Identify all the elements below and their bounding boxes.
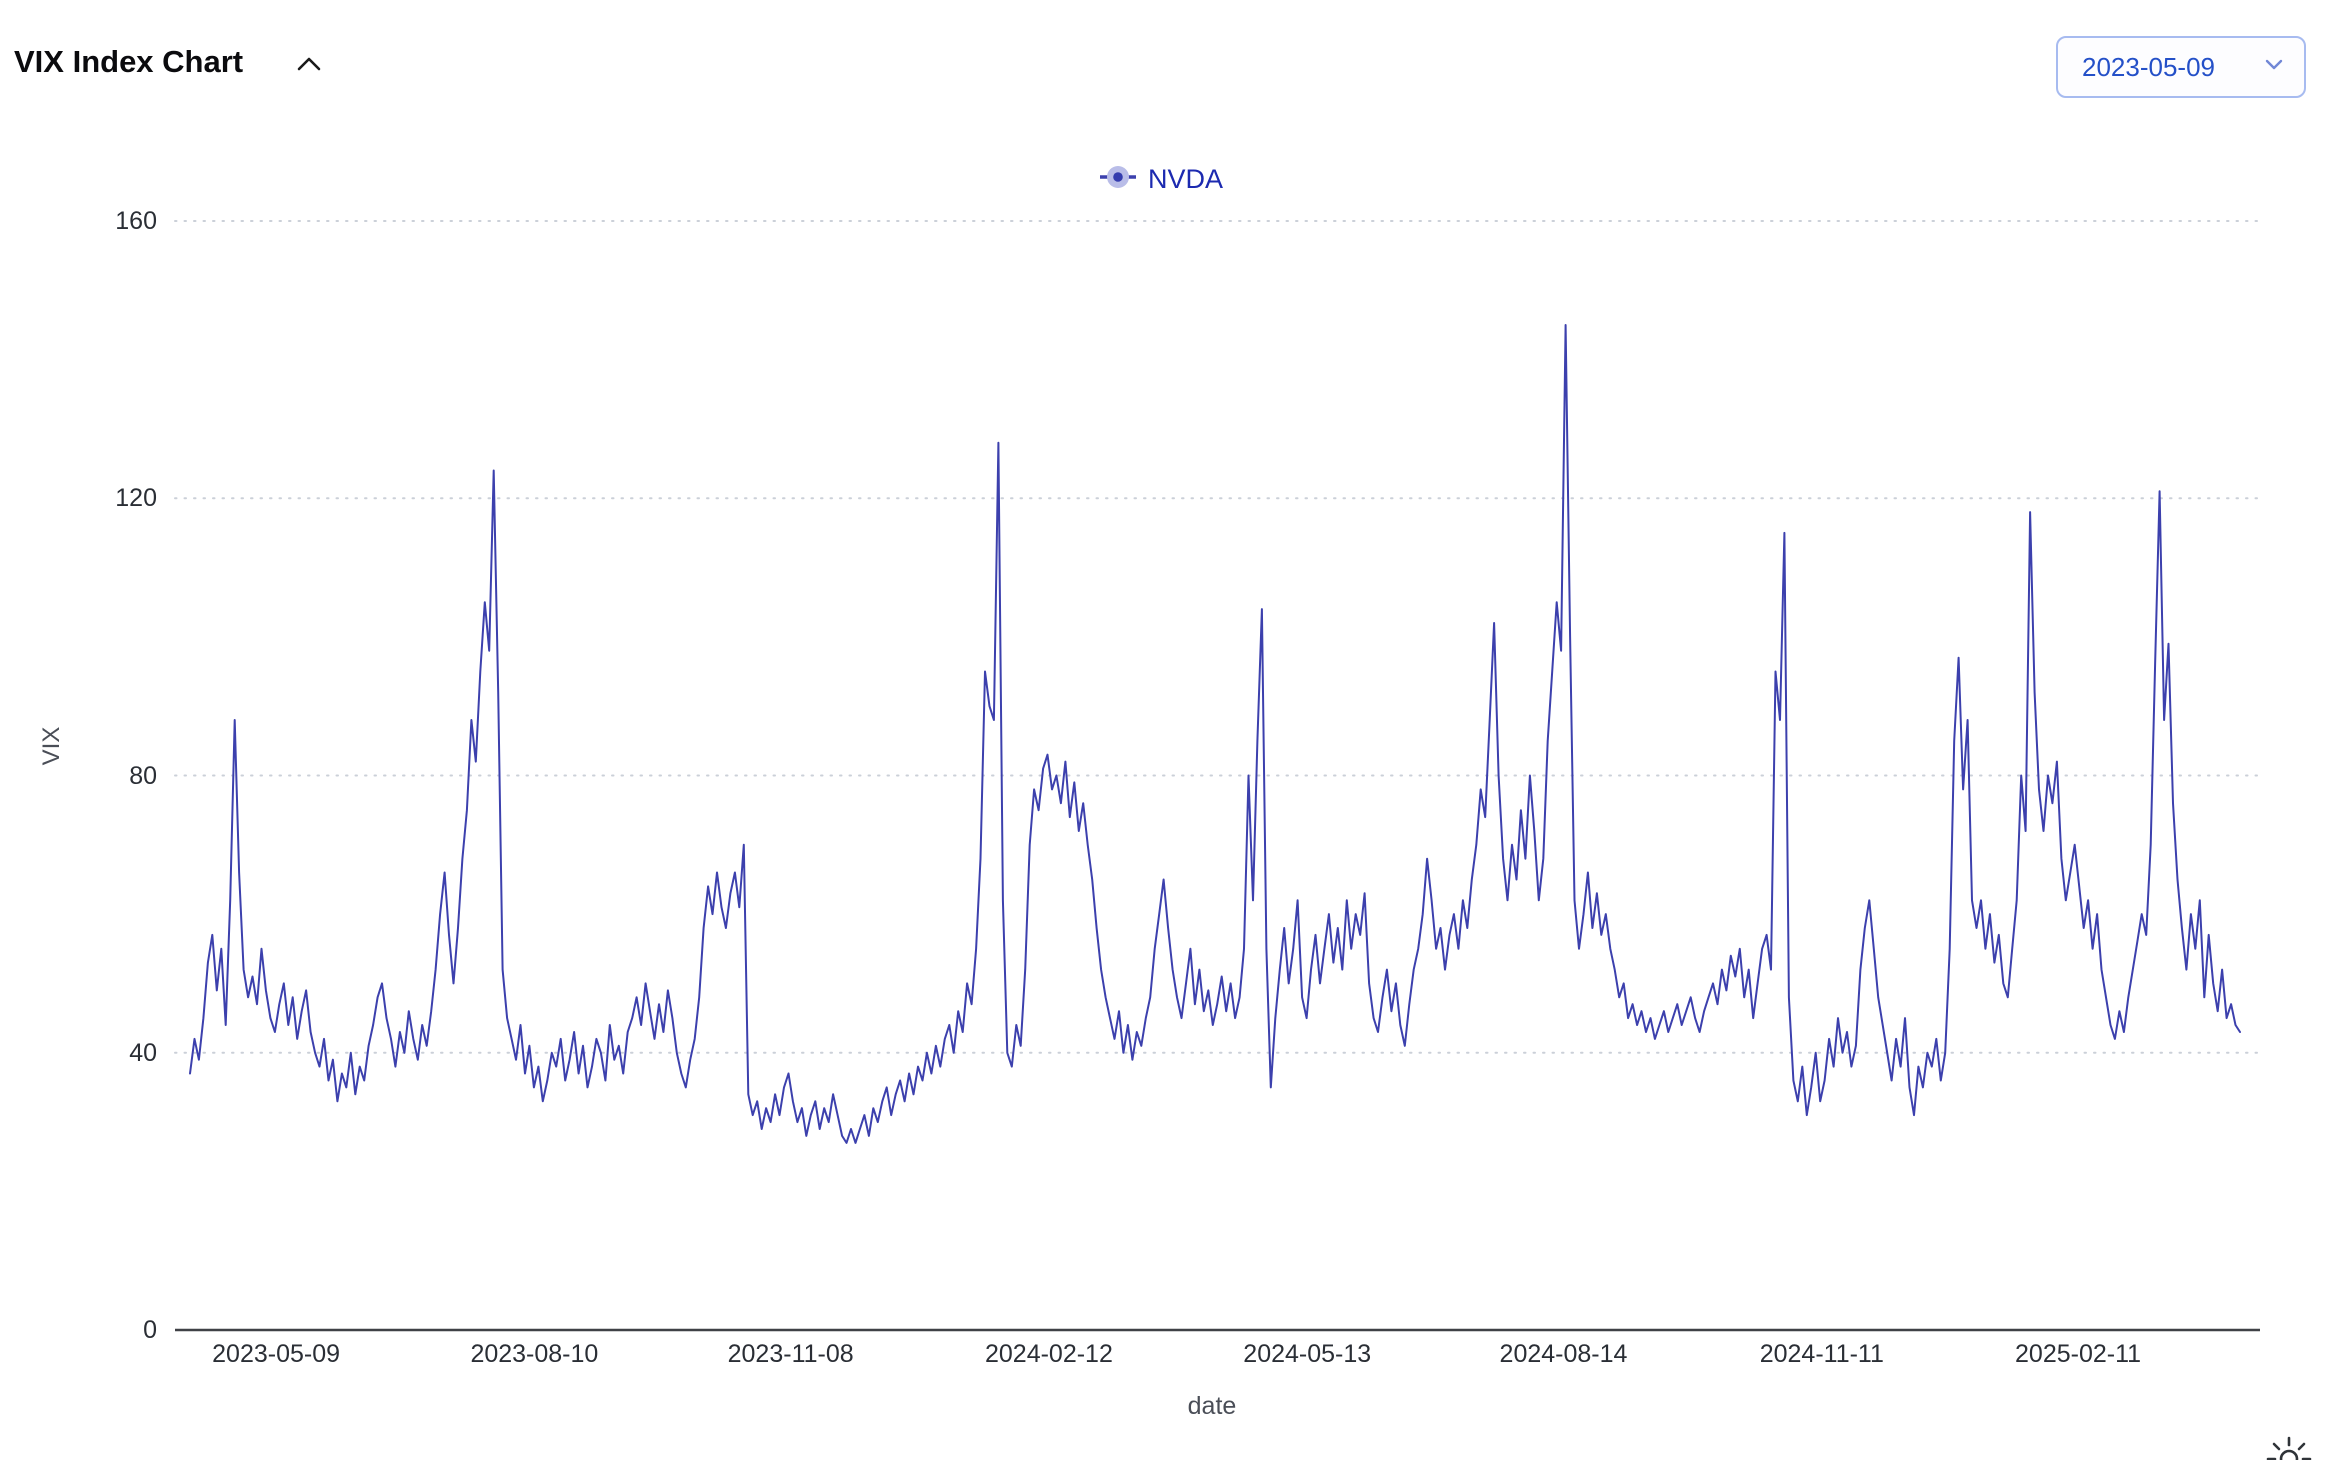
series-line-nvda <box>189 324 2241 1144</box>
x-axis-title: date <box>1187 1392 1237 1420</box>
x-tick-label: 2023-08-10 <box>470 1340 599 1368</box>
legend-label: NVDA <box>1148 164 1224 194</box>
legend-marker-icon <box>1098 162 1138 197</box>
page-header: VIX Index Chart 2023-05-09 <box>0 0 2340 110</box>
x-tick-label: 2024-02-12 <box>984 1340 1113 1368</box>
theme-toggle-sun-icon[interactable] <box>2266 1436 2312 1460</box>
legend-item-nvda[interactable]: NVDA <box>1098 162 1223 197</box>
chevron-down-icon <box>2264 58 2284 76</box>
x-tick-label: 2024-11-11 <box>1759 1340 1884 1368</box>
y-tick-label: 120 <box>115 484 157 513</box>
y-tick-label: 0 <box>143 1316 157 1344</box>
date-selector-value: 2023-05-09 <box>2082 51 2215 82</box>
x-tick-label: 2023-11-08 <box>727 1340 854 1368</box>
y-tick-label: 40 <box>129 1038 157 1067</box>
collapse-chevron-icon[interactable] <box>296 56 322 77</box>
y-tick-label: 80 <box>129 761 157 790</box>
chart-title: VIX Index Chart <box>14 44 244 79</box>
y-tick-label: 160 <box>115 207 157 235</box>
date-selector-dropdown[interactable]: 2023-05-09 <box>2056 36 2306 98</box>
x-tick-label: 2024-05-13 <box>1243 1340 1372 1368</box>
x-tick-label: 2023-05-09 <box>212 1340 341 1368</box>
x-tick-label: 2024-08-14 <box>1499 1340 1628 1368</box>
x-tick-label: 2025-02-11 <box>2015 1340 2142 1368</box>
